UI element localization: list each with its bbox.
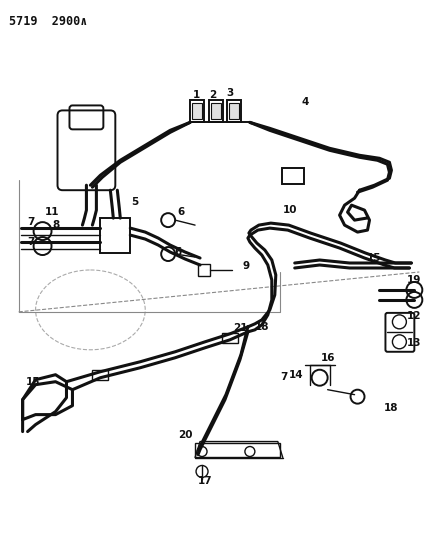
Text: 8: 8 — [52, 220, 59, 230]
Text: 3: 3 — [227, 88, 233, 99]
Text: 15: 15 — [25, 377, 40, 387]
Text: 7: 7 — [27, 217, 34, 227]
Bar — [282, 168, 304, 184]
Text: 20: 20 — [178, 430, 192, 440]
Text: 19: 19 — [407, 275, 422, 285]
Text: 14: 14 — [288, 370, 303, 379]
Text: 9: 9 — [242, 261, 249, 271]
Text: 17: 17 — [198, 477, 212, 487]
Text: 21: 21 — [233, 323, 247, 333]
Bar — [227, 100, 241, 123]
Text: 2: 2 — [209, 91, 217, 100]
Text: 11: 11 — [45, 207, 60, 217]
Text: 10: 10 — [283, 205, 297, 215]
Text: 18: 18 — [254, 322, 269, 332]
Bar — [209, 100, 223, 123]
Bar — [211, 103, 221, 119]
Text: 7: 7 — [280, 372, 287, 382]
Bar — [192, 103, 202, 119]
Bar — [198, 264, 210, 276]
Text: 16: 16 — [320, 353, 335, 363]
Text: 5719  2900∧: 5719 2900∧ — [9, 15, 87, 28]
Bar — [190, 100, 204, 123]
Text: 6: 6 — [175, 247, 182, 257]
Text: 4: 4 — [301, 98, 308, 108]
Text: 5: 5 — [132, 197, 139, 207]
Text: 13: 13 — [407, 338, 422, 348]
Text: 15: 15 — [367, 253, 382, 263]
Text: 6: 6 — [178, 207, 185, 217]
Text: 7: 7 — [27, 237, 34, 247]
Text: 1: 1 — [193, 91, 199, 100]
Text: 18: 18 — [384, 402, 399, 413]
Bar — [229, 103, 239, 119]
Bar — [92, 370, 109, 379]
Bar — [100, 218, 130, 253]
Text: 12: 12 — [407, 311, 422, 321]
Bar — [222, 333, 238, 343]
